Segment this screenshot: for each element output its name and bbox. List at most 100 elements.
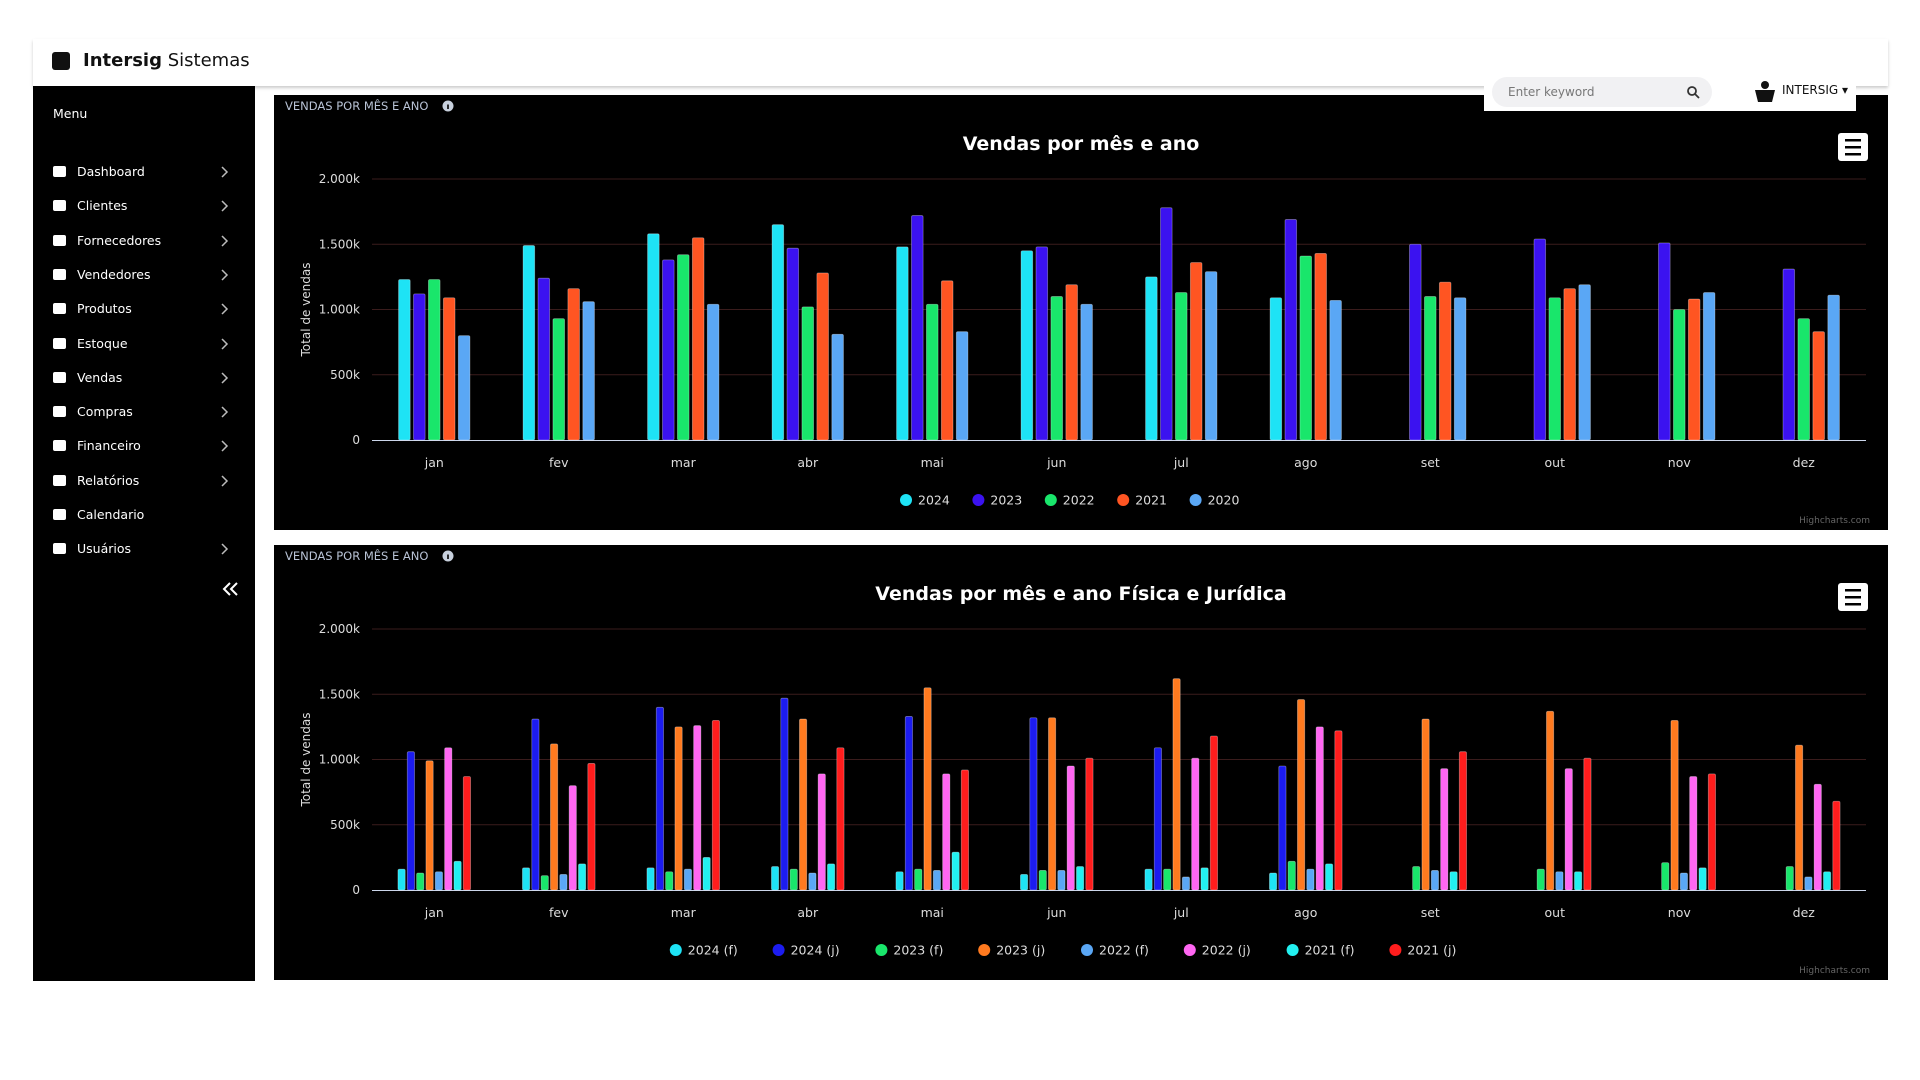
- legend-item[interactable]: 2022 (f): [1081, 943, 1149, 958]
- chevron: [221, 543, 229, 555]
- menu-item[interactable]: Relatórios: [33, 473, 255, 503]
- bar: [1160, 207, 1173, 441]
- x-tick-label: nov: [1668, 905, 1692, 920]
- bar: [1458, 751, 1467, 891]
- button-line: [1845, 146, 1861, 149]
- menu-title: Menu: [53, 106, 88, 121]
- bar: [428, 279, 441, 441]
- legend-item[interactable]: 2024 (f): [669, 943, 738, 958]
- bar: [693, 725, 702, 891]
- legend-item[interactable]: 2021 (f): [1286, 943, 1355, 958]
- legend-label: 2023 (f): [893, 943, 943, 958]
- bar: [904, 716, 913, 891]
- legend-item[interactable]: 2021: [1117, 493, 1167, 508]
- chevron: [221, 166, 229, 178]
- legend-item[interactable]: 2020: [1189, 493, 1240, 508]
- legend-swatch: [972, 494, 985, 506]
- y-tick-label: 500k: [330, 818, 360, 832]
- bar: [1658, 242, 1671, 441]
- brand-bold: Intersig: [83, 50, 162, 71]
- menu-item[interactable]: Fornecedores: [33, 233, 255, 263]
- menu-item[interactable]: Produtos: [33, 301, 255, 331]
- legend-swatch: [1189, 494, 1202, 506]
- menu-item[interactable]: Vendedores: [33, 267, 255, 297]
- legend-label: 2022 (f): [1099, 943, 1149, 958]
- legend-item[interactable]: 2021 (j): [1389, 943, 1456, 958]
- bar: [1299, 255, 1312, 441]
- menu-item[interactable]: Financeiro: [33, 438, 255, 468]
- menu-item[interactable]: Usuários: [33, 541, 255, 571]
- legend-swatch: [669, 944, 682, 956]
- chevron: [221, 475, 229, 487]
- legend-item[interactable]: 2022 (j): [1183, 943, 1251, 958]
- info-icon: [442, 100, 454, 112]
- legend-swatch: [1044, 494, 1057, 506]
- menu-item[interactable]: Clientes: [33, 198, 255, 228]
- bar: [540, 875, 549, 891]
- collapse-button[interactable]: [221, 581, 241, 597]
- menu-label: Vendedores: [77, 266, 151, 282]
- legend-item[interactable]: 2023 (j): [978, 943, 1045, 958]
- bar: [1673, 309, 1686, 441]
- menu-item[interactable]: Calendario: [33, 507, 255, 537]
- menu-item[interactable]: Compras: [33, 404, 255, 434]
- y-tick-label: 1.500k: [319, 237, 360, 251]
- button-line: [1845, 153, 1861, 156]
- bar: [442, 297, 456, 441]
- legend-item[interactable]: 2023 (f): [875, 943, 943, 958]
- legend-label: 2022: [1063, 493, 1095, 508]
- menu-icon: [53, 234, 66, 246]
- chart-menu-button[interactable]: [1838, 583, 1868, 611]
- bar: [1191, 757, 1200, 891]
- bar: [1578, 284, 1591, 441]
- bar: [434, 871, 443, 891]
- bar: [1329, 299, 1342, 441]
- chart-menu-button[interactable]: [1838, 133, 1868, 161]
- bar: [559, 873, 568, 891]
- menu-item[interactable]: Vendas: [33, 370, 255, 400]
- chart-title: Vendas por mês e ano: [963, 133, 1200, 155]
- menu-item[interactable]: Dashboard: [33, 164, 255, 194]
- y-tick-label: 1.500k: [319, 687, 360, 701]
- legend-label: 2021 (f): [1305, 943, 1355, 958]
- bar: [816, 272, 829, 441]
- search-icon[interactable]: [1686, 85, 1700, 99]
- menu-label: Dashboard: [77, 164, 145, 179]
- bar: [942, 773, 951, 891]
- bar: [1785, 866, 1794, 891]
- user-area: Enter keyword INTERSIG ▾: [1484, 74, 1856, 111]
- x-tick-label: jan: [424, 905, 444, 920]
- menu-item[interactable]: Estoque: [33, 336, 255, 366]
- bar: [1409, 243, 1422, 441]
- y-tick-label: 1.000k: [319, 753, 360, 767]
- bar: [1181, 876, 1190, 891]
- x-tick-label: jan: [424, 455, 444, 470]
- user-avatar[interactable]: [1752, 78, 1778, 104]
- bar: [674, 726, 683, 891]
- bar: [1533, 238, 1547, 441]
- legend-swatch: [1081, 944, 1093, 956]
- x-tick-label: nov: [1668, 455, 1692, 470]
- legend-item[interactable]: 2022: [1044, 493, 1095, 508]
- menu-icon: [53, 509, 66, 520]
- bar: [711, 719, 720, 891]
- bar: [940, 280, 954, 441]
- bar: [1679, 872, 1688, 891]
- legend-label: 2024 (j): [791, 943, 840, 958]
- bar: [1421, 718, 1430, 891]
- legend-item[interactable]: 2024 (j): [772, 943, 840, 958]
- bar: [786, 247, 800, 441]
- chevron: [221, 406, 229, 418]
- bar: [1200, 867, 1209, 891]
- bar: [827, 863, 836, 891]
- legend-item[interactable]: 2024: [900, 493, 950, 508]
- legend-item[interactable]: 2023: [972, 493, 1022, 508]
- user-menu[interactable]: INTERSIG ▾: [1782, 83, 1849, 97]
- x-tick-label: jul: [1173, 455, 1189, 470]
- menu-icon: [53, 166, 66, 177]
- legend-label: 2021: [1135, 493, 1167, 508]
- bar: [662, 259, 675, 441]
- search-box[interactable]: Enter keyword: [1492, 77, 1712, 107]
- user-name: INTERSIG: [1782, 83, 1839, 97]
- bar: [1563, 288, 1576, 441]
